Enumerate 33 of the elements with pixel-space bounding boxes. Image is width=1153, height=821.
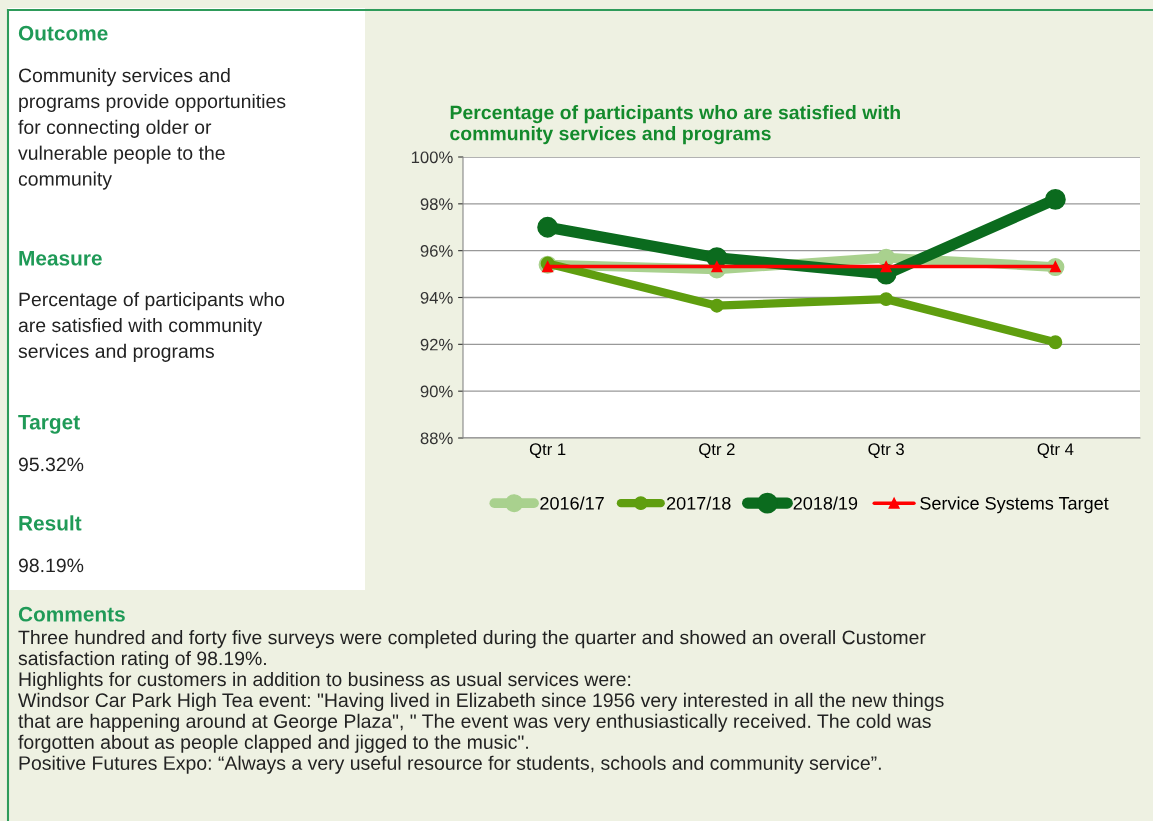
text: 98.19% [18,558,84,573]
point [537,216,559,238]
x-tick-label: Qtr 1 [529,443,566,459]
y-tick-label: 96% [420,245,453,257]
x-tick-label: Qtr 2 [699,443,735,459]
text: Comments [18,606,125,622]
chart-title: Percentage of participants who are satisfied with community services and programs [450,105,900,145]
text: Measure [19,251,102,266]
y-tick-label: 94% [420,291,453,304]
point [711,261,723,273]
point [1044,188,1066,210]
x-tick-label: Qtr 3 [868,443,904,459]
text: Community services and programs provide opportunities for connecting older or vulnerable people to the community [18,68,286,190]
text: Three hundred and forty five surveys were completed during the quarter and showed an overall Customer satisfaction rating of 98.19%. Highlights for customers in addition to business as usual services were: Windsor Car Park High Tea event: "Having lived in Elizabeth since 1956 very interested in all the new things that are happening around at George Plaza", " The event was very enthusiastically received. The cold was forgotten about as people clapped and jigged to the music". Positive Futures Expo: “Always a very useful resource for students, schools and community service”. [18,630,944,774]
x-tick-label: Qtr 4 [1037,443,1074,459]
text: 95.32% [18,457,84,472]
text: Target [18,414,80,434]
y-tick-label: 88% [420,432,453,445]
point [1048,335,1063,350]
legend-label: 2017/18 [667,496,731,510]
text: Percentage of participants who are satisfied with community services and programs [18,292,285,362]
legend-label: 2018/19 [793,496,858,510]
point [880,261,892,273]
point [709,298,724,313]
point [879,292,894,307]
y-tick-label: 92% [420,338,453,351]
y-tick-label: 98% [420,198,453,211]
legend-label: Service Systems Target [920,496,1109,514]
text: Outcome [18,25,108,41]
text: Result [19,515,82,531]
legend-label: 2016/17 [540,496,604,510]
y-tick-label: 100% [411,151,453,164]
y-tick-label: 90% [420,385,453,398]
